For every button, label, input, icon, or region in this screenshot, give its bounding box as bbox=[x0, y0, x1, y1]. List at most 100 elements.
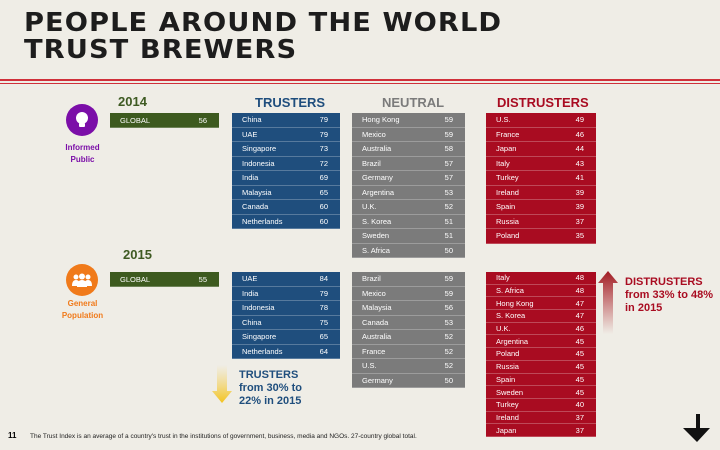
table-row: Poland 35 bbox=[486, 229, 596, 244]
table-row: Italy 48 bbox=[486, 272, 596, 285]
neutral-2015-table: Brazil 59 Mexico 59 Malaysia 56 Canada 53 Austra… bbox=[352, 272, 465, 388]
table-row: Hong Kong 59 bbox=[352, 113, 465, 128]
value: 52 bbox=[444, 332, 453, 342]
country: Spain bbox=[496, 374, 516, 384]
value: 58 bbox=[444, 144, 453, 154]
global-2015: GLOBAL 55 bbox=[110, 272, 219, 287]
trusters-note: TRUSTERS from 30% to 22% in 2015 bbox=[239, 369, 302, 407]
footnote: The Trust Index is an average of a count… bbox=[30, 433, 417, 440]
country: UAE bbox=[242, 129, 258, 139]
country: Mexico bbox=[362, 129, 386, 139]
neutral-header: NEUTRAL bbox=[382, 95, 445, 110]
country: U.K. bbox=[496, 324, 511, 334]
table-row: Italy 43 bbox=[486, 156, 596, 171]
table-row: S. Korea 51 bbox=[352, 214, 465, 229]
value: 79 bbox=[319, 115, 328, 125]
value: 84 bbox=[319, 274, 328, 284]
value: 73 bbox=[319, 144, 328, 154]
country: Malaysia bbox=[362, 303, 392, 313]
value: 49 bbox=[575, 115, 584, 125]
value: 35 bbox=[575, 231, 584, 241]
value: 39 bbox=[575, 187, 584, 197]
table-row: Sweden 45 bbox=[486, 386, 596, 399]
value: 59 bbox=[444, 274, 453, 284]
table-row: Ireland 39 bbox=[486, 185, 596, 200]
country: S. Korea bbox=[496, 311, 526, 321]
country: Malaysia bbox=[242, 187, 272, 197]
table-row: India 79 bbox=[232, 286, 340, 301]
country: Argentina bbox=[496, 336, 529, 346]
value: 60 bbox=[319, 202, 328, 212]
global-label: GLOBAL bbox=[120, 274, 151, 284]
global-label: GLOBAL bbox=[120, 115, 151, 125]
country: Sweden bbox=[496, 387, 524, 397]
value: 52 bbox=[444, 361, 453, 371]
year-2015: 2015 bbox=[123, 247, 152, 262]
country: Brazil bbox=[362, 158, 381, 168]
country: Poland bbox=[496, 231, 520, 241]
value: 44 bbox=[575, 144, 584, 154]
country: Sweden bbox=[362, 231, 390, 241]
table-row: UAE 79 bbox=[232, 127, 340, 142]
country: Australia bbox=[362, 144, 392, 154]
value: 45 bbox=[575, 362, 584, 372]
value: 57 bbox=[444, 158, 453, 168]
trusters-header: TRUSTERS bbox=[255, 95, 326, 110]
value: 50 bbox=[444, 245, 453, 255]
table-row: S. Africa 50 bbox=[352, 243, 465, 258]
lightbulb-icon bbox=[66, 104, 98, 136]
country: Germany bbox=[362, 173, 393, 183]
country: India bbox=[242, 288, 259, 298]
distrusters-2015-table: Italy 48 S. Africa 48 Hong Kong 47 S. Korea 47 U… bbox=[486, 272, 596, 437]
country: U.K. bbox=[362, 202, 377, 212]
value: 52 bbox=[444, 202, 453, 212]
value: 43 bbox=[575, 158, 584, 168]
table-row: Singapore 65 bbox=[232, 330, 340, 345]
value: 37 bbox=[575, 425, 584, 435]
country: Netherlands bbox=[242, 346, 283, 356]
country: Italy bbox=[496, 273, 510, 283]
country: Mexico bbox=[362, 288, 386, 298]
country: Netherlands bbox=[242, 216, 283, 226]
table-row: France 52 bbox=[352, 344, 465, 359]
table-row: Australia 52 bbox=[352, 330, 465, 345]
table-row: Spain 39 bbox=[486, 200, 596, 215]
table-row: India 69 bbox=[232, 171, 340, 186]
distrusters-note: DISTRUSTERS from 33% to 48% in 2015 bbox=[625, 276, 714, 314]
country: Italy bbox=[496, 158, 510, 168]
country: U.S. bbox=[362, 361, 377, 371]
country: S. Korea bbox=[362, 216, 392, 226]
table-row: Singapore 73 bbox=[232, 142, 340, 157]
value: 45 bbox=[575, 387, 584, 397]
table-row: Germany 57 bbox=[352, 171, 465, 186]
table-row: Argentina 53 bbox=[352, 185, 465, 200]
neutral-2014-table: Hong Kong 59 Mexico 59 Australia 58 Brazil 57 Ge… bbox=[352, 113, 465, 258]
table-row: Canada 53 bbox=[352, 315, 465, 330]
table-row: S. Africa 48 bbox=[486, 284, 596, 298]
country: U.S. bbox=[496, 115, 511, 125]
value: 56 bbox=[444, 303, 453, 313]
down-arrow-icon bbox=[212, 365, 232, 403]
next-arrow-icon[interactable] bbox=[682, 414, 712, 444]
value: 41 bbox=[575, 173, 584, 183]
country: Poland bbox=[496, 349, 520, 359]
country: Indonesia bbox=[242, 158, 275, 168]
country: Russia bbox=[496, 362, 519, 372]
value: 51 bbox=[444, 216, 453, 226]
country: Turkey bbox=[496, 400, 519, 410]
table-row: Sweden 51 bbox=[352, 229, 465, 244]
value: 59 bbox=[444, 129, 453, 139]
country: Singapore bbox=[242, 144, 277, 154]
table-row: Japan 37 bbox=[486, 424, 596, 437]
value: 40 bbox=[575, 400, 584, 410]
country: Indonesia bbox=[242, 303, 275, 313]
value: 72 bbox=[319, 158, 328, 168]
value: 37 bbox=[575, 412, 584, 422]
table-row: U.S. 52 bbox=[352, 359, 465, 374]
country: Ireland bbox=[496, 412, 519, 422]
value: 47 bbox=[575, 311, 584, 321]
table-row: Hong Kong 47 bbox=[486, 297, 596, 311]
table-row: China 79 bbox=[232, 113, 340, 128]
country: UAE bbox=[242, 274, 258, 284]
value: 79 bbox=[319, 129, 328, 139]
